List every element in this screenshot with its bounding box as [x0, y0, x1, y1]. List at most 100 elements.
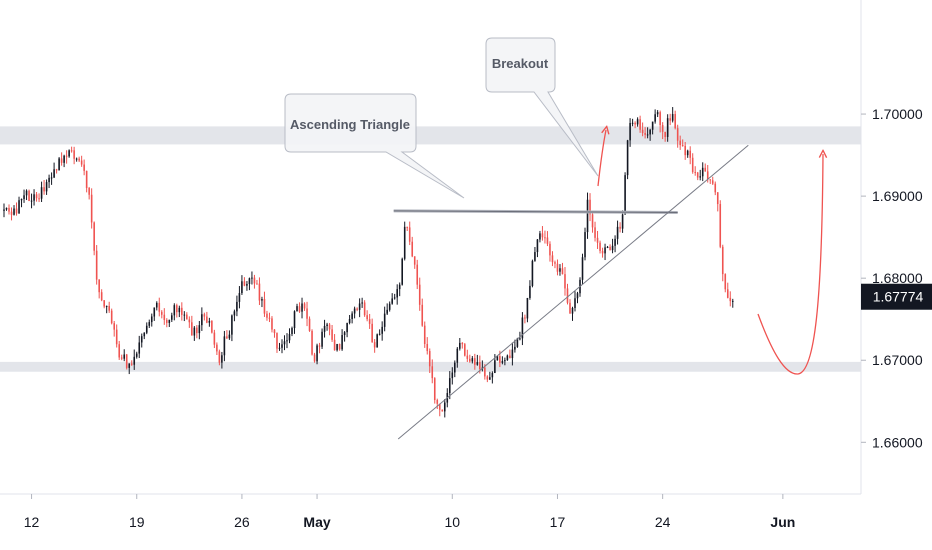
candle	[574, 291, 576, 312]
candle	[73, 146, 75, 165]
candle	[78, 156, 80, 163]
candle	[403, 221, 406, 261]
candle-body	[586, 199, 589, 233]
candle-body	[203, 314, 206, 317]
candle	[258, 277, 261, 306]
candle-body	[278, 347, 281, 349]
candle-body	[536, 239, 539, 253]
candle-body	[8, 207, 10, 212]
ascending-trendline[interactable]	[397, 144, 749, 440]
candle	[95, 245, 98, 285]
candle-body	[241, 281, 243, 294]
candle	[521, 312, 524, 346]
candle-body	[301, 303, 303, 312]
candle	[40, 181, 43, 202]
candle-body	[103, 300, 105, 307]
candle	[128, 363, 131, 375]
candle-body	[426, 343, 429, 352]
candle-body	[609, 246, 611, 251]
candle-body	[105, 305, 108, 307]
candle	[694, 166, 697, 176]
candle-body	[388, 303, 391, 310]
candle	[88, 186, 90, 200]
candle	[443, 398, 446, 418]
candle	[539, 230, 541, 243]
candle-body	[155, 302, 158, 308]
candle	[231, 314, 233, 342]
candle	[226, 330, 228, 340]
candle-body	[549, 243, 551, 256]
candle-body	[223, 336, 226, 356]
candle-body	[721, 246, 724, 275]
candle-body	[163, 314, 166, 320]
candle-body	[484, 367, 486, 377]
candle-body	[499, 356, 501, 363]
candle-body	[606, 246, 609, 248]
candle-body	[366, 315, 368, 320]
candle	[160, 310, 163, 319]
candle	[368, 313, 371, 329]
candle-body	[416, 264, 419, 285]
price-axis-panel[interactable]	[861, 0, 932, 550]
candle	[504, 357, 506, 366]
candle-body	[88, 188, 90, 195]
candle	[421, 298, 424, 327]
candle-body	[534, 252, 536, 261]
candle-body	[160, 311, 163, 315]
time-axis-panel[interactable]	[0, 494, 932, 550]
price-tick-label: 1.70000	[872, 106, 923, 122]
candle-body	[719, 204, 722, 247]
candle-body	[268, 317, 271, 319]
candle-body	[18, 200, 20, 214]
candle	[35, 191, 38, 202]
candle	[561, 262, 564, 275]
candle-body	[428, 351, 431, 367]
candle	[333, 334, 336, 351]
candle-body	[411, 241, 414, 257]
candle	[33, 189, 35, 206]
candle	[181, 302, 183, 321]
candle	[278, 342, 281, 351]
candle-body	[684, 145, 686, 156]
candle-body	[646, 134, 649, 136]
candle	[321, 328, 323, 349]
candle	[556, 259, 559, 276]
candle-body	[228, 334, 231, 339]
candle-body	[323, 325, 326, 332]
candle-body	[261, 299, 263, 301]
candle-body	[63, 155, 65, 163]
candle-body	[546, 237, 549, 244]
candle-body	[731, 300, 734, 302]
price-tick-label: 1.66000	[872, 434, 923, 450]
candle	[163, 308, 166, 325]
candle-body	[353, 308, 356, 314]
candles	[3, 107, 734, 418]
candle	[689, 146, 692, 165]
candle-body	[165, 319, 168, 323]
candle	[624, 172, 626, 215]
candle-body	[691, 157, 694, 172]
candle	[165, 318, 168, 328]
candle-body	[509, 355, 511, 359]
candle-body	[138, 342, 141, 354]
candle	[351, 311, 353, 324]
candle	[674, 110, 676, 130]
candle	[436, 398, 439, 409]
candle-body	[544, 237, 546, 239]
candle-body	[208, 320, 211, 323]
candle	[301, 297, 303, 319]
candle-body	[469, 358, 471, 362]
candle	[346, 322, 348, 338]
candle-body	[25, 190, 28, 196]
candle-body	[281, 344, 283, 348]
candle-body	[85, 170, 88, 189]
candle-body	[726, 289, 729, 298]
time-tick-label: 24	[655, 514, 671, 530]
candle-body	[316, 345, 318, 362]
candle-body	[696, 172, 699, 178]
candle	[228, 330, 231, 340]
candle	[383, 306, 386, 332]
candle-body	[461, 342, 464, 345]
candle	[381, 321, 383, 341]
